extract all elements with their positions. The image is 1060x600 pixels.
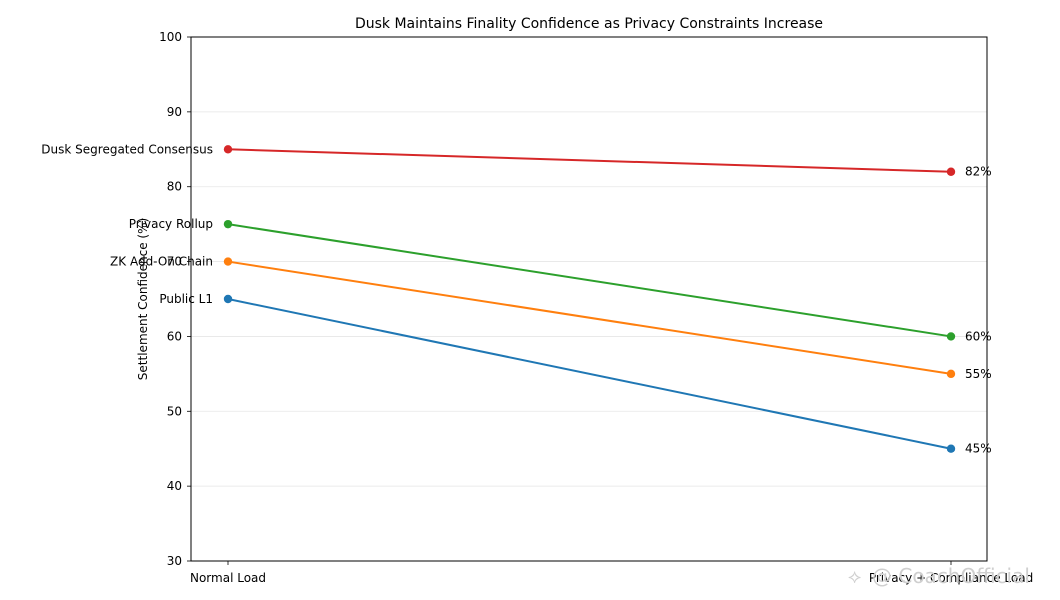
- series-group: [223, 145, 956, 453]
- end-value-label: 45%: [965, 442, 992, 456]
- y-tick-label: 60: [167, 329, 182, 343]
- x-axis-ticks: Normal Load Privacy + Compliance Load: [190, 561, 1033, 585]
- y-tick-label: 30: [167, 554, 182, 568]
- series-line: [227, 223, 952, 338]
- data-point: [946, 369, 956, 379]
- y-tick-label: 50: [167, 404, 182, 418]
- y-axis-label: Settlement Confidence (%): [136, 218, 150, 380]
- data-point: [223, 294, 233, 304]
- data-point: [946, 444, 956, 453]
- y-tick-label: 40: [167, 479, 182, 493]
- series-line: [227, 148, 952, 173]
- x-tick-label: Privacy + Compliance Load: [869, 571, 1033, 585]
- chart-title: Dusk Maintains Finality Confidence as Pr…: [355, 16, 823, 32]
- watermark-icon: ⟡: [848, 564, 861, 588]
- series-name-label: Privacy Rollup: [129, 217, 213, 231]
- data-point: [223, 257, 233, 266]
- series-name-label: Dusk Segregated Consensus: [41, 142, 213, 156]
- y-tick-label: 100: [159, 30, 182, 44]
- plot-frame: [190, 36, 988, 562]
- x-tick-label: Normal Load: [190, 571, 266, 585]
- end-value-label: 60%: [965, 329, 992, 343]
- series-line: [227, 260, 952, 375]
- series-name-label: Public L1: [159, 292, 213, 306]
- y-axis-ticks: 30 40 50 60 70 80 90 100: [159, 30, 191, 568]
- data-point: [223, 219, 233, 229]
- data-point: [946, 167, 956, 176]
- series-name-label: ZK Add-On Chain: [110, 255, 213, 269]
- y-tick-label: 80: [167, 180, 182, 194]
- data-point: [223, 145, 233, 154]
- watermark-text: @ CoachOfficial: [872, 564, 1030, 588]
- series-line: [227, 298, 952, 450]
- y-tick-label: 90: [167, 105, 182, 119]
- watermark: ⟡ @ CoachOfficial: [848, 564, 1030, 588]
- end-value-label: 82%: [965, 165, 992, 179]
- y-tick-label: 70: [167, 255, 182, 269]
- series-labels: Public L1 45% ZK Add-On Chain 55% Privacy Ro…: [41, 142, 991, 455]
- end-value-label: 55%: [965, 367, 992, 381]
- data-point: [946, 332, 956, 341]
